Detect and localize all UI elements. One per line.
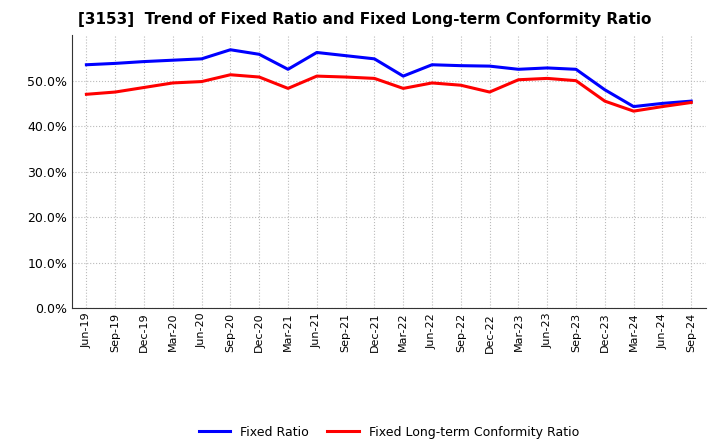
Fixed Long-term Conformity Ratio (370, 76, 379, 81)
Fixed Long-term Conformity Ratio (312, 73, 321, 79)
Fixed Long-term Conformity Ratio (629, 109, 638, 114)
Fixed Long-term Conformity Ratio (514, 77, 523, 82)
Fixed Ratio (168, 58, 177, 63)
Fixed Long-term Conformity Ratio (428, 80, 436, 85)
Fixed Ratio (140, 59, 148, 64)
Fixed Long-term Conformity Ratio (226, 72, 235, 77)
Fixed Ratio (341, 53, 350, 58)
Fixed Long-term Conformity Ratio (658, 104, 667, 109)
Fixed Ratio (687, 99, 696, 104)
Fixed Long-term Conformity Ratio (197, 79, 206, 84)
Fixed Long-term Conformity Ratio (284, 86, 292, 91)
Fixed Long-term Conformity Ratio (140, 85, 148, 90)
Fixed Ratio (312, 50, 321, 55)
Legend: Fixed Ratio, Fixed Long-term Conformity Ratio: Fixed Ratio, Fixed Long-term Conformity … (194, 421, 584, 440)
Fixed Long-term Conformity Ratio (255, 74, 264, 80)
Fixed Ratio (284, 66, 292, 72)
Fixed Long-term Conformity Ratio (341, 74, 350, 80)
Fixed Long-term Conformity Ratio (111, 89, 120, 95)
Fixed Ratio (82, 62, 91, 67)
Fixed Ratio (658, 101, 667, 106)
Fixed Long-term Conformity Ratio (168, 80, 177, 85)
Fixed Ratio (370, 56, 379, 62)
Line: Fixed Ratio: Fixed Ratio (86, 50, 691, 106)
Fixed Ratio (197, 56, 206, 62)
Fixed Ratio (111, 61, 120, 66)
Fixed Ratio (600, 87, 609, 92)
Fixed Long-term Conformity Ratio (82, 92, 91, 97)
Fixed Long-term Conformity Ratio (600, 99, 609, 104)
Fixed Ratio (514, 66, 523, 72)
Fixed Ratio (255, 51, 264, 57)
Fixed Ratio (485, 63, 494, 69)
Fixed Long-term Conformity Ratio (543, 76, 552, 81)
Fixed Long-term Conformity Ratio (572, 78, 580, 83)
Fixed Ratio (629, 104, 638, 109)
Fixed Ratio (456, 63, 465, 68)
Fixed Ratio (399, 73, 408, 79)
Fixed Ratio (226, 47, 235, 52)
Fixed Ratio (543, 65, 552, 70)
Fixed Long-term Conformity Ratio (456, 83, 465, 88)
Line: Fixed Long-term Conformity Ratio: Fixed Long-term Conformity Ratio (86, 75, 691, 111)
Text: [3153]  Trend of Fixed Ratio and Fixed Long-term Conformity Ratio: [3153] Trend of Fixed Ratio and Fixed Lo… (78, 12, 652, 27)
Fixed Long-term Conformity Ratio (399, 86, 408, 91)
Fixed Ratio (572, 66, 580, 72)
Fixed Long-term Conformity Ratio (687, 100, 696, 105)
Fixed Ratio (428, 62, 436, 67)
Fixed Long-term Conformity Ratio (485, 89, 494, 95)
